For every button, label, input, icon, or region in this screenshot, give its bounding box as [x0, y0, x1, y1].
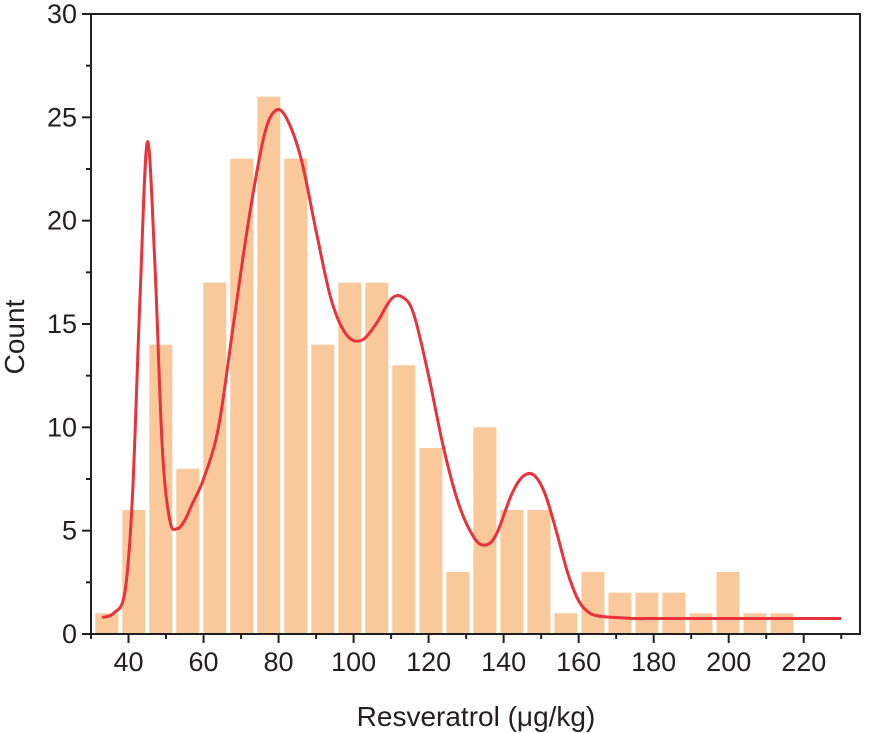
- histogram-bar: [770, 613, 794, 634]
- histogram-bar: [230, 158, 254, 634]
- histogram-bar: [446, 572, 470, 634]
- histogram-bar: [662, 592, 686, 634]
- x-axis-title: Resveratrol (μg/kg): [357, 701, 596, 732]
- x-tick-label: 40: [113, 647, 143, 677]
- y-axis-title: Count: [0, 299, 30, 374]
- histogram-bar: [500, 510, 524, 634]
- y-tick-label: 10: [47, 412, 77, 442]
- histogram-bar: [743, 613, 767, 634]
- histogram-bar: [122, 510, 146, 634]
- x-tick-label: 100: [331, 647, 376, 677]
- x-tick-label: 140: [481, 647, 526, 677]
- x-tick-label: 200: [706, 647, 751, 677]
- histogram-bar: [716, 572, 740, 634]
- y-tick-label: 20: [47, 206, 77, 236]
- histogram-bar: [176, 468, 200, 634]
- histogram-bars: [95, 96, 794, 634]
- y-tick-label: 15: [47, 309, 77, 339]
- x-tick-label: 80: [264, 647, 294, 677]
- histogram-bar: [311, 344, 335, 634]
- histogram-bar: [365, 282, 389, 634]
- x-tick-label: 160: [556, 647, 601, 677]
- histogram-bar: [338, 282, 362, 634]
- histogram-bar: [419, 448, 443, 634]
- histogram-bar: [527, 510, 551, 634]
- x-axis: 40 60 80 100 120 140 160 180 200 220: [90, 634, 843, 677]
- y-axis: 0 5 10 15 20 25 30: [47, 0, 91, 649]
- y-tick-label: 0: [62, 619, 77, 649]
- histogram-bar: [473, 427, 497, 634]
- histogram-bar: [149, 344, 173, 634]
- x-tick-label: 60: [189, 647, 219, 677]
- y-tick-label: 30: [47, 0, 77, 29]
- histogram-bar: [554, 613, 578, 634]
- histogram-bar: [257, 96, 281, 634]
- histogram-bar: [608, 592, 632, 634]
- x-tick-label: 220: [781, 647, 826, 677]
- histogram-bar: [203, 282, 227, 634]
- histogram-bar: [635, 592, 659, 634]
- density-curve: [101, 107, 842, 621]
- histogram-bar: [689, 613, 713, 634]
- histogram-bar: [581, 572, 605, 634]
- x-tick-label: 180: [631, 647, 676, 677]
- y-tick-label: 5: [62, 516, 77, 546]
- x-tick-label: 120: [406, 647, 451, 677]
- histogram-bar: [392, 365, 416, 634]
- histogram-bar: [284, 158, 308, 634]
- histogram-bar: [95, 613, 119, 634]
- y-tick-label: 25: [47, 102, 77, 132]
